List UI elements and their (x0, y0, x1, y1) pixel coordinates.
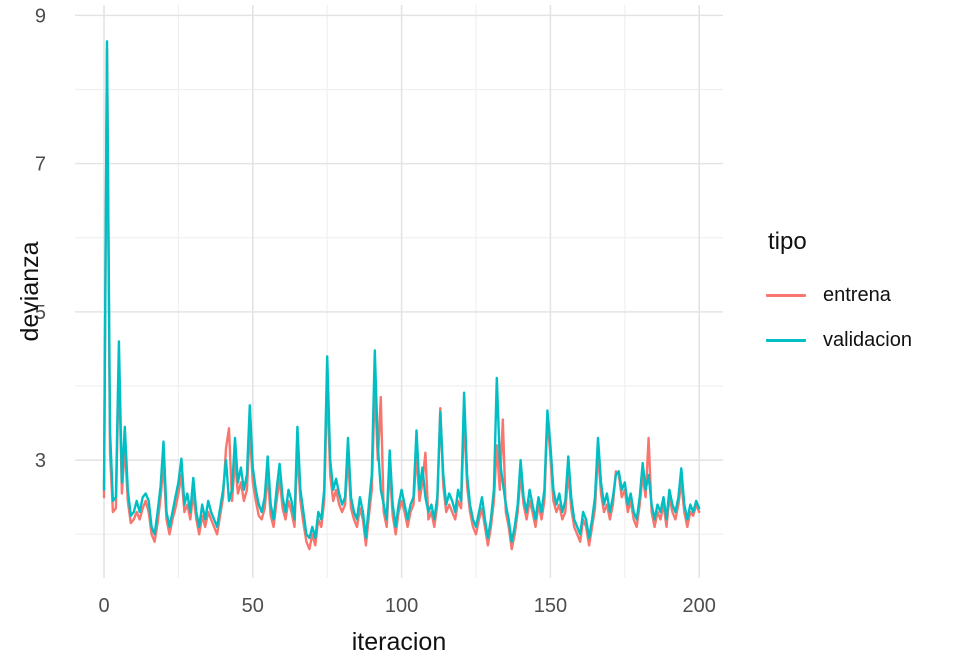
series-line-validacion (102, 40, 701, 543)
legend-keyline-icon (766, 338, 806, 342)
y-tick-label: 3 (35, 450, 46, 472)
legend-title: tipo (768, 228, 807, 255)
legend-item-entrena: entrena (766, 280, 912, 310)
legend-label: entrena (823, 283, 891, 306)
x-tick-label: 150 (534, 595, 567, 617)
legend: tipo entrena validacion (766, 228, 912, 370)
legend-key (766, 293, 806, 297)
legend-keyline-icon (766, 293, 806, 297)
legend-items: entrena validacion (766, 280, 912, 370)
y-tick-label: 9 (35, 5, 46, 27)
x-tick-label: 200 (683, 595, 716, 617)
y-axis-title: devianza (16, 241, 44, 341)
x-tick-label: 0 (98, 595, 109, 617)
x-tick-label: 100 (385, 595, 418, 617)
y-tick-label: 7 (35, 154, 46, 176)
y-tick-label: 5 (35, 302, 46, 324)
legend-key (766, 338, 806, 342)
x-axis-title: iteracion (352, 628, 447, 656)
legend-label: validacion (823, 328, 912, 351)
legend-item-validacion: validacion (766, 325, 912, 355)
x-tick-label: 50 (242, 595, 264, 617)
